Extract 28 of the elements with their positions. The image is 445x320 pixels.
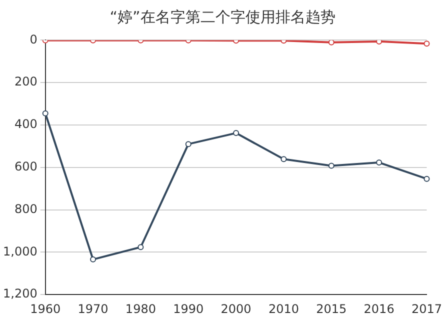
point — [424, 40, 430, 47]
x-tick-label: 2000 — [220, 302, 252, 316]
point — [328, 40, 334, 46]
x-tick-label: 2017 — [411, 302, 442, 316]
x-tick-label: 2016 — [364, 302, 394, 316]
y-tick-label: 400 — [14, 117, 38, 132]
point — [233, 130, 240, 136]
x-tick-label: 1970 — [78, 302, 108, 316]
point — [42, 110, 48, 116]
x-tick-label: 1980 — [125, 302, 156, 316]
point — [328, 162, 334, 169]
x-tick-label: 1960 — [30, 302, 61, 316]
x-tick-label: 1990 — [173, 302, 204, 316]
point — [424, 176, 430, 182]
y-tick-label: 1,000 — [2, 244, 38, 258]
point — [185, 141, 192, 148]
y-tick-label: 800 — [14, 202, 38, 216]
chart-title: “婷”在名字第二个字使用排名趋势 — [108, 8, 336, 27]
y-tick-label: 1,200 — [2, 286, 38, 301]
point — [376, 160, 382, 166]
y-tick-label: 600 — [14, 160, 38, 174]
y-tick-label: 0 — [30, 32, 38, 46]
x-tick-label: 2010 — [268, 302, 299, 316]
x-tick-label: 2015 — [316, 302, 347, 316]
point — [90, 256, 96, 262]
point — [280, 156, 287, 162]
point — [138, 244, 144, 250]
y-tick-label: 200 — [14, 74, 38, 89]
